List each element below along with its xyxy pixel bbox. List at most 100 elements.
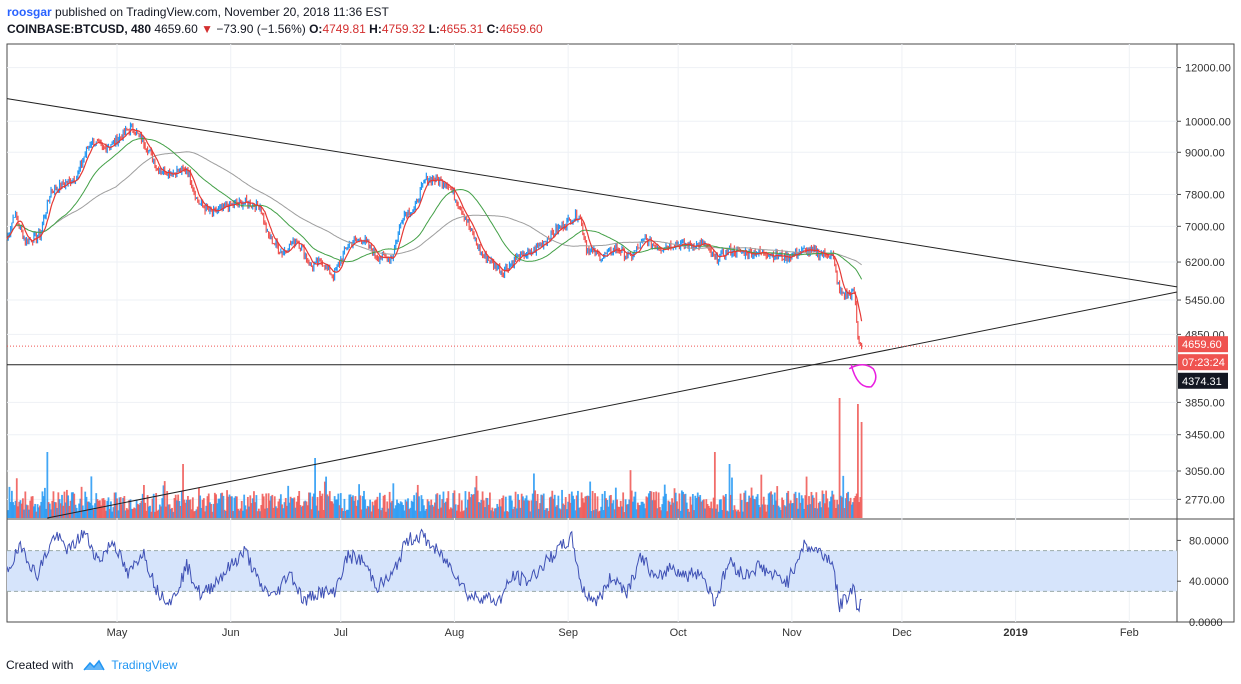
- volume-bar: [685, 502, 688, 518]
- volume-bar: [282, 508, 285, 518]
- volume-bar: [475, 475, 478, 518]
- volume-bar: [814, 508, 817, 518]
- volume-bar: [639, 505, 642, 518]
- price-tick-label: 9000.00: [1185, 147, 1225, 159]
- volume-bar: [185, 499, 188, 518]
- tradingview-logo-icon: [83, 659, 106, 671]
- trendline-lower: [47, 291, 1178, 519]
- time-tick-label: Aug: [445, 627, 465, 639]
- countdown-label-bg: [1178, 354, 1228, 371]
- volume-bar: [84, 491, 87, 518]
- volume-bar: [563, 504, 566, 518]
- volume-bar: [731, 477, 733, 518]
- volume-bar: [710, 501, 713, 518]
- volume-bar: [279, 494, 282, 518]
- volume-bar: [116, 498, 118, 518]
- volume-bar: [528, 500, 530, 518]
- volume-bar: [762, 496, 765, 518]
- price-change: −73.90 (−1.56%): [216, 22, 306, 36]
- volume-bar: [459, 511, 462, 518]
- volume-bar: [470, 494, 473, 518]
- volume-bar: [665, 493, 667, 518]
- close-label: C:: [486, 22, 500, 36]
- volume-bar: [815, 492, 818, 518]
- tradingview-link[interactable]: TradingView: [111, 658, 178, 672]
- volume-bar: [706, 504, 709, 518]
- volume-bar: [18, 501, 21, 518]
- volume-bar: [490, 510, 493, 518]
- volume-bar: [359, 495, 362, 518]
- volume-bar: [588, 496, 590, 518]
- volume-bar: [53, 501, 56, 518]
- volume-bar: [234, 496, 237, 518]
- volume-bar: [426, 499, 429, 518]
- volume-bar: [396, 499, 398, 518]
- volume-bar: [48, 503, 51, 518]
- volume-bar: [196, 506, 199, 518]
- symbol-legend: COINBASE:BTCUSD, 480 4659.60 ▼ −73.90 (−…: [7, 22, 543, 36]
- author-link[interactable]: roosgar: [7, 5, 52, 19]
- volume-bar: [144, 502, 147, 518]
- volume-bar: [633, 496, 636, 518]
- symbol-label: COINBASE:BTCUSD, 480: [7, 22, 152, 36]
- time-tick-label: Dec: [892, 627, 912, 639]
- created-with-text: Created with: [6, 658, 74, 672]
- volume-bar: [415, 492, 418, 518]
- volume-bar: [30, 496, 33, 518]
- rsi-tick-label: 40.0000: [1189, 576, 1229, 588]
- volume-bar: [445, 501, 447, 518]
- volume-bar: [9, 501, 12, 518]
- volume-bar: [728, 464, 731, 518]
- volume-bar: [58, 499, 61, 518]
- volume-bar: [513, 506, 516, 518]
- rsi-line: [6, 528, 862, 613]
- volume-bar: [739, 493, 742, 518]
- volume-bar: [294, 507, 297, 518]
- volume-bar: [173, 497, 176, 518]
- volume-bar: [841, 497, 843, 518]
- volume-bar: [501, 498, 504, 518]
- volume-bar: [821, 490, 824, 518]
- volume-bar: [767, 493, 770, 518]
- volume-bar: [803, 508, 806, 518]
- volume-bar: [778, 507, 781, 518]
- volume-bar: [776, 486, 779, 518]
- volume-bar: [850, 504, 853, 518]
- volume-bar: [308, 492, 310, 518]
- volume-bar: [176, 500, 178, 518]
- volume-bar: [165, 506, 167, 518]
- volume-bar: [687, 508, 689, 518]
- volume-bar: [138, 504, 140, 518]
- volume-bar: [24, 491, 27, 518]
- volume-bar: [447, 491, 450, 518]
- volume-bar: [797, 508, 799, 518]
- volume-bar: [420, 495, 423, 518]
- volume-bar: [690, 504, 693, 518]
- volume-bar: [283, 502, 286, 518]
- volume-bar: [704, 508, 706, 518]
- volume-bar: [375, 499, 378, 518]
- volume-bar: [437, 508, 440, 518]
- volume-bar: [295, 501, 298, 518]
- volume-bar: [372, 505, 375, 518]
- volume-bar: [114, 492, 117, 518]
- volume-bar: [827, 507, 830, 518]
- volume-bar: [378, 492, 381, 518]
- volume-bar: [462, 511, 464, 518]
- volume-bar: [617, 506, 620, 518]
- volume-bar: [134, 508, 137, 518]
- volume-bar: [376, 496, 379, 518]
- volume-bar: [657, 492, 660, 518]
- volume-bar: [436, 493, 439, 518]
- volume-bar: [103, 500, 106, 518]
- volume-bar: [366, 505, 369, 518]
- volume-bar: [245, 509, 248, 518]
- volume-bar: [32, 506, 35, 518]
- volume-bar: [325, 476, 327, 518]
- volume-bar: [525, 495, 528, 518]
- volume-bar: [579, 507, 582, 518]
- volume-bar: [764, 504, 766, 518]
- volume-bar: [569, 502, 572, 518]
- volume-bar: [397, 502, 400, 518]
